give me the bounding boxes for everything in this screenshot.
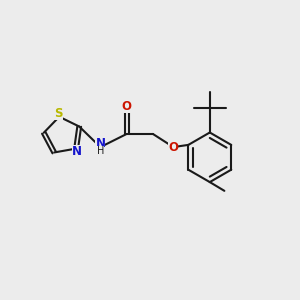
Text: H: H [97,146,104,156]
Text: S: S [54,107,63,120]
Text: N: N [72,145,82,158]
Text: N: N [95,137,105,150]
Text: O: O [168,141,178,154]
Text: O: O [122,100,132,113]
